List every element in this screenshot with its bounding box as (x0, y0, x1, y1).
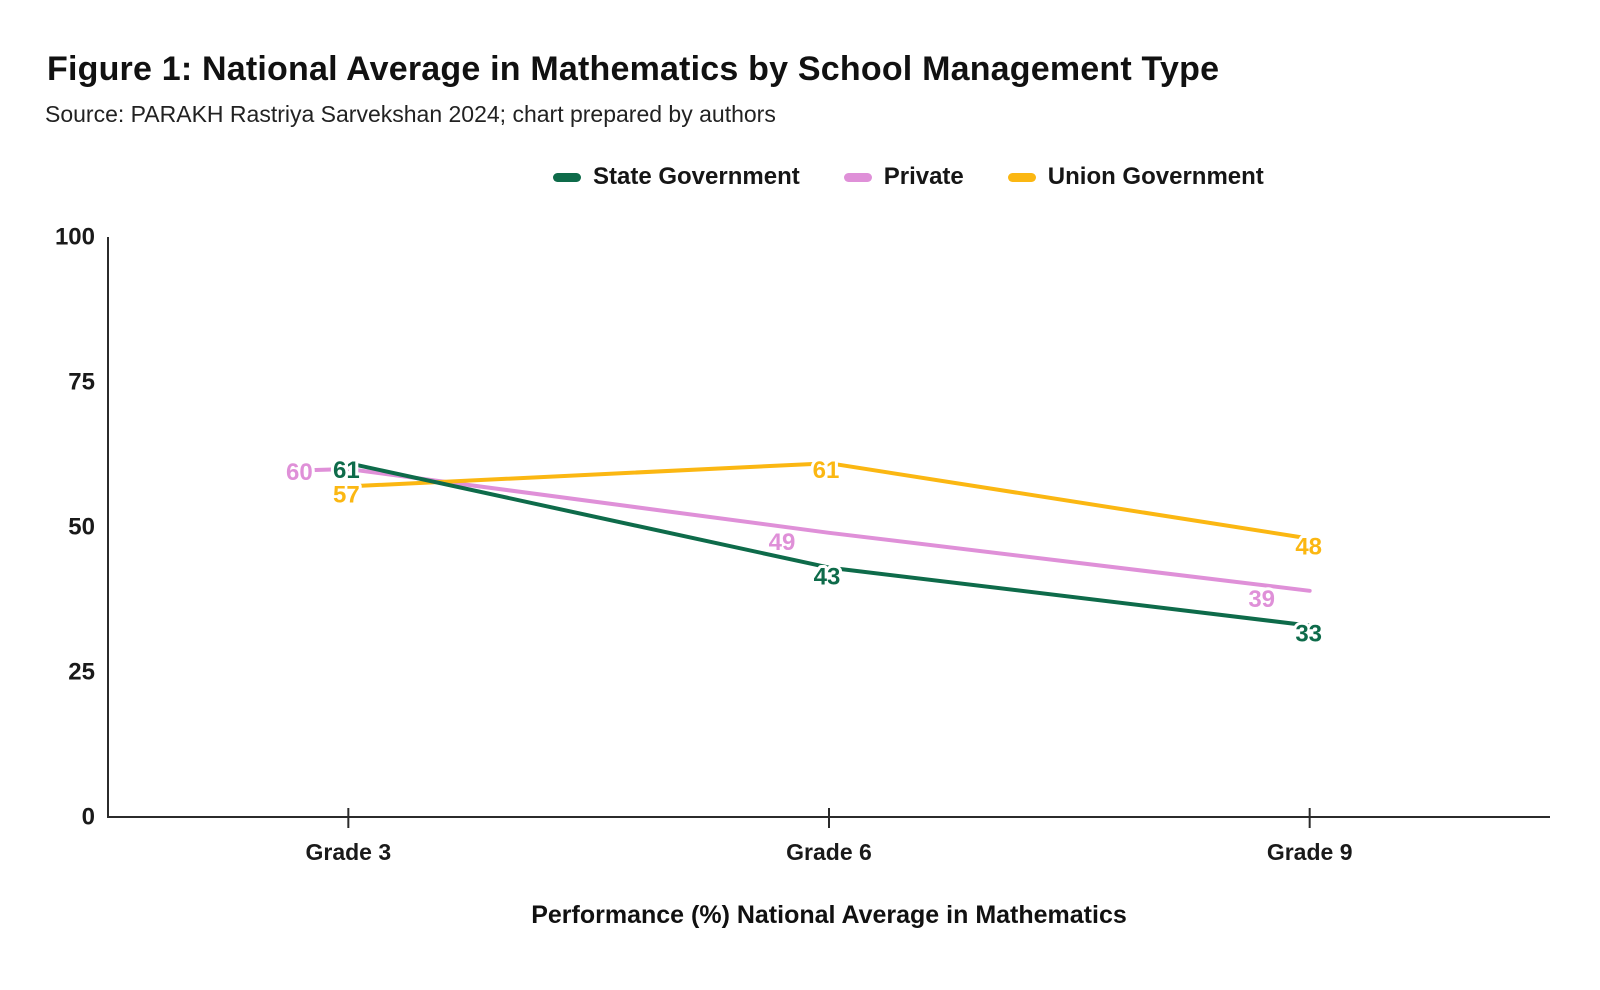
legend-item-label: State Government (593, 163, 800, 190)
chart-legend: State Government Private Union Government (553, 163, 1264, 191)
legend-swatch (843, 172, 872, 182)
value-label: 33 (1295, 621, 1322, 648)
y-tick-label: 50 (68, 514, 95, 541)
series-line-state-government (346, 461, 1312, 628)
legend-item-label: Private (883, 163, 964, 190)
legend-item-label: Union Government (1047, 163, 1264, 190)
value-label: 57 (333, 481, 360, 508)
value-label: 60 (286, 459, 313, 486)
value-label: 49 (769, 529, 796, 556)
chart-source-note: Source: PARAKH Rastriya Sarvekshan 2024;… (45, 101, 776, 127)
legend-item-state-government: State Government (553, 163, 800, 191)
series-line-union-government (346, 461, 1312, 541)
y-tick-label: 100 (55, 224, 95, 251)
value-label: 61 (813, 457, 840, 484)
legend-item-private: Private (843, 163, 964, 191)
value-label: 48 (1295, 534, 1322, 561)
legend-item-union-government: Union Government (1007, 163, 1264, 191)
axis-lines (107, 237, 1550, 818)
x-tick-label: Grade 6 (786, 839, 872, 865)
x-axis-title: Performance (%) National Average in Math… (531, 901, 1127, 929)
label-leader-line (313, 467, 351, 472)
y-tick-label: 75 (68, 369, 95, 396)
y-tick-label: 0 (82, 804, 95, 831)
series-line-private (346, 467, 1312, 593)
chart-title: Figure 1: National Average in Mathematic… (47, 50, 1220, 88)
x-tick-label: Grade 3 (306, 839, 392, 865)
legend-swatch (553, 172, 581, 182)
legend-swatch (1007, 172, 1036, 182)
value-label: 39 (1248, 586, 1275, 613)
value-label: 61 (333, 457, 360, 484)
x-tick-label: Grade 9 (1267, 839, 1353, 865)
y-tick-label: 25 (68, 659, 95, 686)
value-label: 43 (814, 564, 841, 591)
